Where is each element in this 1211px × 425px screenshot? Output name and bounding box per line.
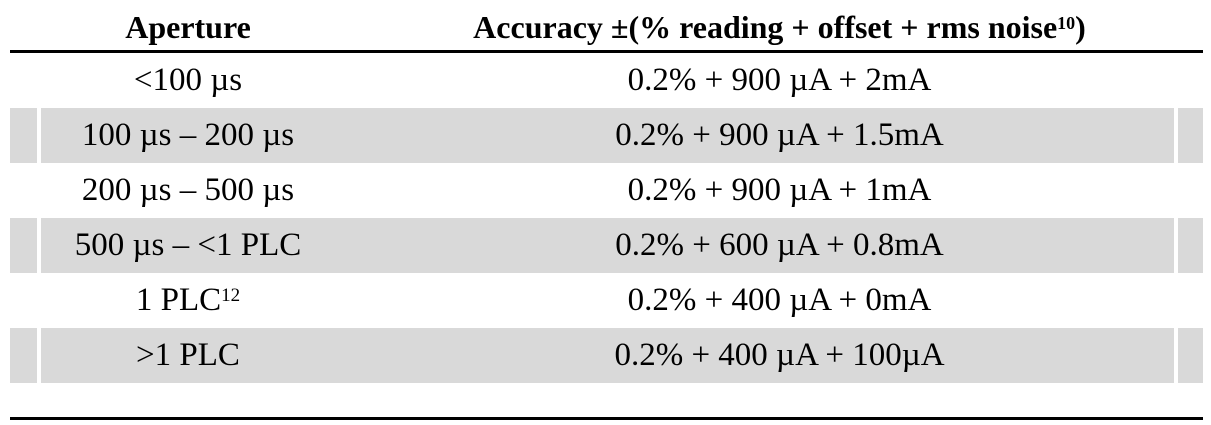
aperture-cell: 200 µs – 500 µs	[10, 163, 366, 218]
aperture-cell: <100 µs	[10, 53, 366, 108]
accuracy-value: 0.2% + 400 µA + 0mA	[627, 282, 932, 318]
table-row: 1 PLC 12 0.2% + 400 µA + 0mA	[10, 273, 1203, 328]
aperture-value: 200 µs – 500 µs	[81, 172, 295, 208]
aperture-cell: 500 µs – <1 PLC	[10, 218, 366, 273]
accuracy-cell: 0.2% + 600 µA + 0.8mA	[383, 218, 1176, 273]
aperture-value: >1 PLC	[136, 337, 240, 373]
row-divider	[1174, 328, 1178, 383]
aperture-value: <100 µs	[133, 62, 243, 98]
accuracy-cell: 0.2% + 900 µA + 1.5mA	[383, 108, 1176, 163]
row-divider	[37, 328, 41, 383]
aperture-value: 1 PLC	[135, 282, 222, 318]
accuracy-value: 0.2% + 900 µA + 2mA	[627, 62, 932, 98]
accuracy-value: 0.2% + 900 µA + 1.5mA	[615, 117, 944, 153]
table-row: >1 PLC 0.2% + 400 µA + 100µA	[10, 328, 1203, 383]
accuracy-cell: 0.2% + 900 µA + 2mA	[383, 53, 1176, 108]
accuracy-cell: 0.2% + 400 µA + 100µA	[383, 328, 1176, 383]
aperture-value: 100 µs – 200 µs	[81, 117, 295, 153]
aperture-value: 500 µs – <1 PLC	[74, 227, 302, 263]
row-divider	[37, 218, 41, 273]
accuracy-value: 0.2% + 400 µA + 100µA	[614, 337, 945, 373]
accuracy-value: 0.2% + 600 µA + 0.8mA	[615, 227, 944, 263]
aperture-cell: 100 µs – 200 µs	[10, 108, 366, 163]
header-aperture-label: Aperture	[125, 8, 251, 45]
aperture-cell: >1 PLC	[10, 328, 366, 383]
header-aperture: Aperture	[10, 0, 366, 50]
accuracy-table: Aperture Accuracy ±(% reading + offset +…	[10, 0, 1203, 383]
accuracy-cell: 0.2% + 900 µA + 1mA	[383, 163, 1176, 218]
aperture-footnote: 12	[221, 284, 241, 306]
row-divider	[1174, 218, 1178, 273]
table-row: <100 µs 0.2% + 900 µA + 2mA	[10, 53, 1203, 108]
header-accuracy-label: Accuracy ±(% reading + offset + rms nois…	[473, 8, 1058, 45]
table-header-row: Aperture Accuracy ±(% reading + offset +…	[10, 0, 1203, 53]
table-row: 100 µs – 200 µs 0.2% + 900 µA + 1.5mA	[10, 108, 1203, 163]
header-accuracy-footnote: 10	[1057, 12, 1076, 33]
table-bottom-rule	[10, 417, 1203, 420]
row-divider	[1174, 108, 1178, 163]
row-divider	[37, 108, 41, 163]
aperture-cell: 1 PLC 12	[10, 273, 366, 328]
header-accuracy: Accuracy ±(% reading + offset + rms nois…	[383, 0, 1176, 50]
accuracy-cell: 0.2% + 400 µA + 0mA	[383, 273, 1176, 328]
table-row: 500 µs – <1 PLC 0.2% + 600 µA + 0.8mA	[10, 218, 1203, 273]
header-accuracy-close: )	[1075, 8, 1086, 45]
table-row: 200 µs – 500 µs 0.2% + 900 µA + 1mA	[10, 163, 1203, 218]
accuracy-value: 0.2% + 900 µA + 1mA	[627, 172, 932, 208]
